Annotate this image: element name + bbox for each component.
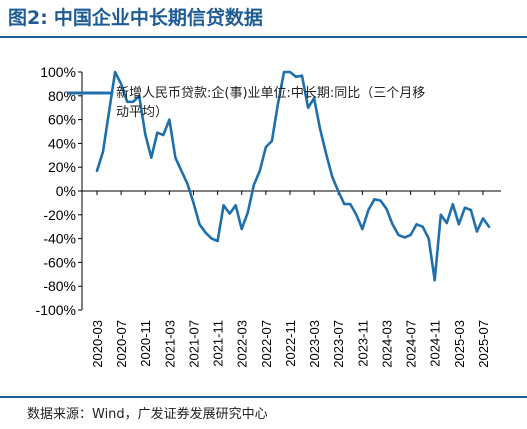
y-tick-label: -80% (43, 278, 76, 294)
y-tick-label: -20% (43, 207, 76, 223)
x-tick-label: 2020-03 (90, 320, 105, 368)
y-tick-label: -40% (43, 231, 76, 247)
x-axis: 2020-03 2020-07 2020-11 2021-03 2021-07 2021-… (82, 190, 501, 368)
x-tick-label: 2024-03 (379, 320, 394, 368)
x-tick-label: 2020-11 (138, 320, 153, 367)
x-tick-label: 2022-07 (259, 320, 274, 368)
y-tick-label: -100% (36, 302, 76, 318)
x-tick-label: 2024-11 (428, 320, 443, 367)
x-tick-label: 2022-03 (235, 320, 250, 368)
line-chart: 100%80%60%40%20%0%-20%-40%-60%-80%-100% … (36, 64, 501, 368)
x-tick-label: 2023-07 (331, 320, 346, 368)
x-tick-label: 2021-07 (186, 320, 201, 368)
source-note: 数据来源：Wind，广发证券发展研究中心 (27, 407, 268, 422)
x-tick-label: 2021-03 (162, 320, 177, 368)
y-tick-label: -60% (43, 254, 76, 270)
series-group (95, 70, 491, 282)
title-rule (0, 36, 527, 38)
x-tick-label: 2024-07 (404, 320, 419, 368)
y-tick-label: 100% (40, 64, 76, 80)
legend: 新增人民币贷款:企(事)业单位:中长期:同比（三个月移 动平均） (68, 85, 425, 120)
figure-title: 图2: 中国企业中长期信贷数据 (8, 3, 263, 33)
y-tick-label: 60% (48, 112, 76, 128)
y-tick-label: 40% (48, 135, 76, 151)
series-line (95, 70, 491, 282)
x-tick-label: 2023-03 (307, 320, 322, 368)
figure-number: 图2: (8, 7, 48, 29)
legend-label-line-1: 新增人民币贷款:企(事)业单位:中长期:同比（三个月移 (116, 85, 425, 101)
y-tick-label: 80% (48, 88, 76, 104)
x-tick-label: 2020-07 (114, 320, 129, 368)
y-tick-label: 0% (56, 183, 76, 199)
figure-title-text: 中国企业中长期信贷数据 (53, 7, 263, 29)
legend-label-line-2: 动平均） (116, 105, 168, 120)
x-tick-label: 2025-07 (476, 320, 491, 368)
y-tick-label: 20% (48, 159, 76, 175)
x-tick-label: 2023-11 (355, 320, 370, 367)
x-tick-label: 2022-11 (283, 320, 298, 367)
source-rule (0, 396, 527, 398)
y-axis: 100% 80% 60% 40% 20% 0% -20% -40% -60% -80% -100% (36, 64, 83, 318)
x-tick-label: 2025-03 (452, 320, 467, 368)
x-tick-label: 2021-11 (211, 320, 226, 367)
